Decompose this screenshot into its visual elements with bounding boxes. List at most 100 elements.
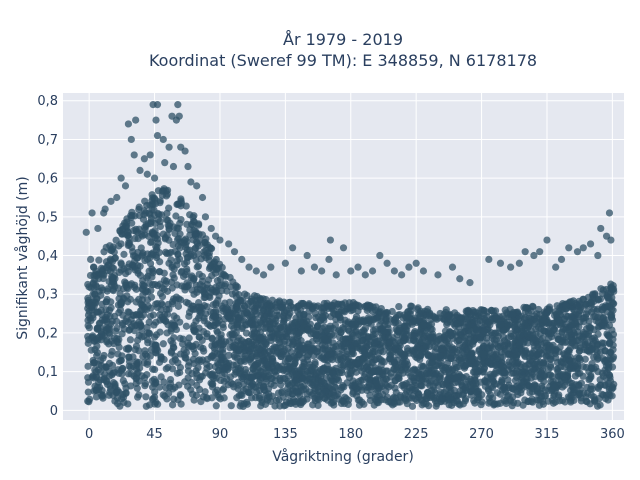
scatter-point bbox=[127, 211, 135, 220]
scatter-point bbox=[93, 336, 102, 344]
scatter-point bbox=[188, 390, 197, 398]
scatter-point bbox=[167, 325, 175, 333]
scatter-point bbox=[137, 307, 145, 315]
scatter-point bbox=[102, 243, 110, 251]
scatter-point bbox=[296, 306, 305, 314]
scatter-point bbox=[422, 341, 430, 349]
scatter-point bbox=[576, 300, 584, 308]
scatter-point bbox=[474, 309, 482, 317]
chart-title-line-2: Koordinat (Sweref 99 TM): E 348859, N 61… bbox=[149, 51, 537, 70]
scatter-point bbox=[225, 240, 233, 248]
scatter-point bbox=[158, 284, 166, 292]
scatter-point bbox=[504, 334, 512, 342]
scatter-point bbox=[262, 320, 270, 328]
scatter-point bbox=[207, 353, 215, 361]
scatter-point bbox=[354, 358, 362, 367]
scatter-point bbox=[348, 320, 357, 328]
scatter-point bbox=[173, 224, 181, 232]
scatter-point bbox=[320, 334, 329, 343]
scatter-point bbox=[112, 236, 120, 244]
scatter-point bbox=[217, 337, 225, 345]
scatter-point bbox=[587, 299, 596, 307]
scatter-point bbox=[89, 263, 98, 271]
scatter-point bbox=[174, 250, 182, 259]
scatter-point bbox=[529, 398, 537, 406]
scatter-point bbox=[177, 268, 185, 276]
scatter-point bbox=[82, 228, 90, 236]
scatter-point bbox=[143, 296, 152, 304]
scatter-point bbox=[488, 316, 496, 324]
scatter-point bbox=[487, 356, 496, 364]
scatter-point bbox=[153, 101, 162, 109]
scatter-point bbox=[100, 209, 108, 217]
scatter-point bbox=[375, 367, 383, 375]
scatter-point bbox=[195, 356, 204, 364]
scatter-point bbox=[241, 338, 249, 346]
scatter-point bbox=[90, 302, 98, 310]
scatter-point bbox=[534, 396, 543, 404]
scatter-point bbox=[511, 377, 520, 385]
scatter-point bbox=[315, 337, 323, 345]
scatter-cloud bbox=[84, 185, 618, 411]
scatter-point bbox=[308, 391, 316, 399]
x-tick-label: 180 bbox=[338, 427, 363, 442]
scatter-point bbox=[342, 353, 350, 361]
scatter-point bbox=[183, 220, 191, 228]
scatter-point bbox=[133, 254, 142, 262]
scatter-point bbox=[526, 350, 534, 358]
scatter-point bbox=[303, 251, 311, 260]
scatter-point bbox=[135, 318, 143, 326]
scatter-point bbox=[129, 311, 137, 319]
scatter-point bbox=[318, 267, 326, 275]
scatter-point bbox=[256, 334, 264, 342]
scatter-point bbox=[85, 324, 93, 332]
scatter-point bbox=[182, 354, 190, 362]
scatter-point bbox=[102, 363, 110, 371]
scatter-point bbox=[498, 376, 506, 384]
x-tick-label: 225 bbox=[404, 427, 429, 442]
scatter-point bbox=[359, 317, 368, 325]
scatter-point bbox=[262, 360, 271, 368]
scatter-point bbox=[274, 389, 283, 397]
scatter-point bbox=[243, 310, 252, 319]
scatter-point bbox=[507, 340, 515, 349]
scatter-point bbox=[343, 379, 351, 387]
scatter-point bbox=[164, 216, 172, 224]
scatter-point bbox=[310, 263, 319, 271]
y-tick-label: 0,4 bbox=[37, 249, 58, 264]
scatter-point bbox=[547, 361, 555, 370]
scatter-point bbox=[143, 170, 151, 178]
scatter-point bbox=[368, 267, 377, 275]
scatter-point bbox=[84, 378, 93, 386]
scatter-point bbox=[573, 248, 582, 256]
scatter-point bbox=[168, 365, 177, 373]
scatter-point bbox=[423, 370, 431, 378]
scatter-point bbox=[349, 331, 358, 340]
scatter-point bbox=[131, 266, 139, 274]
scatter-point bbox=[145, 318, 153, 326]
scatter-point bbox=[457, 356, 466, 364]
scatter-point bbox=[255, 321, 263, 329]
scatter-point bbox=[230, 351, 238, 359]
scatter-point bbox=[133, 361, 141, 369]
scatter-point bbox=[575, 354, 584, 362]
scatter-point bbox=[443, 320, 451, 329]
scatter-point bbox=[289, 244, 297, 252]
scatter-point bbox=[181, 286, 189, 294]
scatter-point bbox=[562, 333, 570, 341]
scatter-point bbox=[349, 350, 357, 358]
scatter-point bbox=[152, 348, 160, 356]
scatter-point bbox=[396, 348, 404, 356]
scatter-point bbox=[311, 358, 319, 366]
scatter-point bbox=[95, 360, 103, 368]
scatter-point bbox=[557, 255, 566, 264]
scatter-point bbox=[174, 302, 183, 310]
scatter-point bbox=[161, 159, 169, 167]
scatter-point bbox=[473, 326, 481, 334]
scatter-point bbox=[530, 251, 538, 260]
scatter-point bbox=[211, 340, 219, 348]
scatter-point bbox=[84, 397, 92, 405]
scatter-point bbox=[365, 349, 373, 357]
scatter-point bbox=[220, 270, 228, 278]
scatter-point bbox=[317, 304, 326, 312]
